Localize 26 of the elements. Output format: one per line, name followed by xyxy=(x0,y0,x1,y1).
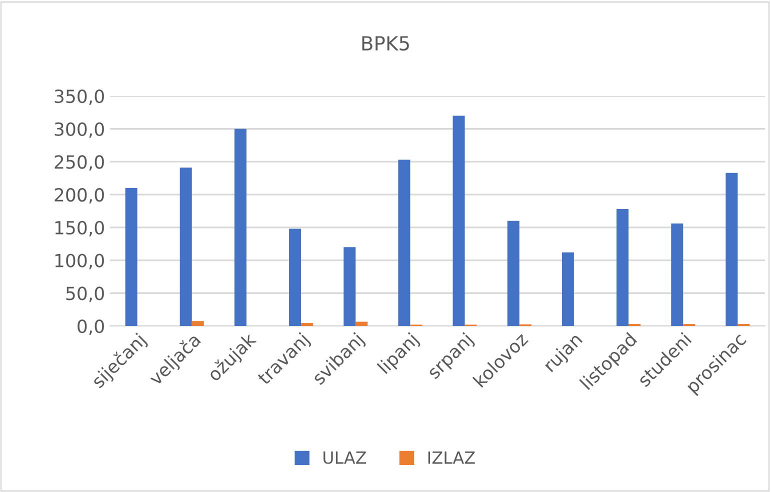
bar xyxy=(289,228,302,326)
bar xyxy=(726,172,738,326)
y-tick-label: 300,0 xyxy=(54,122,104,138)
chart-title: BPK5 xyxy=(362,36,409,51)
legend-label: IZLAZ xyxy=(428,452,475,464)
bar xyxy=(192,321,204,326)
bar xyxy=(398,160,410,326)
bar xyxy=(180,168,192,326)
y-tick-label: 0,0 xyxy=(78,319,104,335)
bar xyxy=(616,209,629,326)
bar xyxy=(562,252,574,326)
y-tick-label: 50,0 xyxy=(66,286,104,302)
bar xyxy=(125,188,138,326)
bar xyxy=(452,116,465,326)
y-tick-label: 200,0 xyxy=(54,188,104,204)
y-tick-label: 250,0 xyxy=(54,155,104,171)
legend-label: ULAZ xyxy=(324,452,366,464)
bar xyxy=(671,223,684,326)
bar xyxy=(356,322,368,326)
y-tick-label: 350,0 xyxy=(54,89,104,105)
bar xyxy=(344,247,356,326)
bar xyxy=(301,323,314,326)
y-tick-label: 150,0 xyxy=(55,220,104,236)
y-tick-label: 100,0 xyxy=(55,254,104,270)
bar xyxy=(507,220,520,326)
bar xyxy=(234,128,246,326)
